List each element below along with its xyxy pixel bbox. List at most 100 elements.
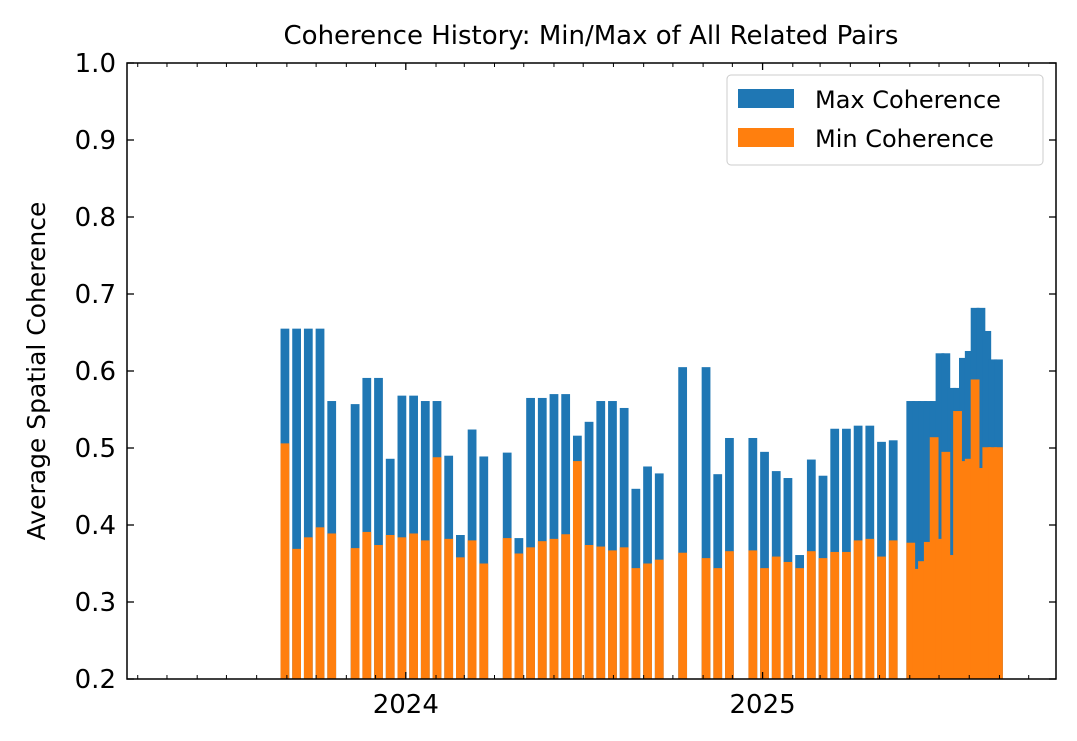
min-bar (842, 551, 851, 679)
min-bar (631, 568, 641, 679)
min-bar (988, 447, 998, 679)
min-bar (953, 411, 962, 679)
min-bar (713, 568, 723, 679)
min-bar (853, 540, 863, 679)
min-bar (947, 555, 957, 679)
max-bar (374, 377, 383, 679)
max-bar (619, 407, 629, 679)
min-bar (877, 556, 886, 679)
min-bar (572, 461, 582, 679)
min-bar (941, 451, 951, 679)
min-bar (771, 556, 781, 679)
max-bar (912, 401, 921, 679)
min-bar (964, 458, 974, 679)
y-tick-label: 0.4 (75, 511, 116, 541)
min-bar (865, 538, 875, 679)
legend: Max Coherence Min Coherence (726, 74, 1044, 166)
min-bar (935, 538, 945, 679)
y-tick-label: 0.9 (75, 126, 116, 156)
min-bar (982, 447, 992, 679)
min-bar (806, 551, 816, 679)
min-bar (432, 457, 442, 679)
min-bar (608, 550, 617, 679)
y-tick-label: 1.0 (75, 49, 116, 79)
max-bar (918, 401, 927, 679)
max-bar (701, 367, 711, 679)
min-bar (397, 537, 407, 679)
min-bar (374, 545, 383, 679)
y-tick-label: 0.6 (75, 357, 116, 387)
legend-swatch (738, 89, 794, 108)
y-axis-label: Average Spatial Coherence (22, 202, 51, 541)
min-bar (888, 540, 898, 679)
min-bar (456, 557, 465, 679)
min-bar (420, 540, 430, 679)
min-bar (725, 551, 734, 679)
max-bar (315, 328, 325, 679)
min-bar (409, 533, 418, 679)
x-tick-label: 2024 (373, 690, 439, 720)
min-bar (514, 553, 524, 679)
legend-swatch (738, 128, 794, 147)
min-bar (385, 535, 395, 679)
max-bar (760, 451, 769, 679)
max-bar (350, 404, 360, 679)
min-bar (912, 568, 921, 679)
min-bar (526, 547, 535, 679)
max-bar (420, 401, 430, 679)
min-bar (619, 547, 629, 679)
max-bar (362, 377, 372, 679)
min-bar (701, 558, 711, 679)
legend-label: Max Coherence (815, 86, 1001, 114)
min-bar (929, 437, 939, 679)
max-bar (292, 328, 302, 679)
x-tick-label: 2025 (729, 690, 795, 720)
legend-box (726, 74, 1044, 166)
y-tick-label: 0.5 (75, 434, 116, 464)
max-bar (549, 394, 559, 679)
max-bar (608, 401, 617, 679)
max-bar (303, 328, 313, 679)
min-bars (280, 379, 1003, 679)
min-bar (818, 558, 828, 679)
min-bar (918, 561, 927, 679)
min-bar (584, 545, 594, 679)
max-bar (678, 367, 688, 679)
min-bar (830, 551, 840, 679)
chart-title: Coherence History: Min/Max of All Relate… (284, 21, 899, 51)
min-bar (467, 540, 477, 679)
min-bar (315, 527, 325, 679)
min-bar (292, 548, 302, 679)
max-bar (906, 401, 916, 679)
y-tick-label: 0.3 (75, 588, 116, 618)
min-bar (976, 468, 986, 679)
min-bar (678, 552, 688, 679)
max-bar (526, 397, 535, 679)
min-bar (923, 541, 933, 679)
min-bar (643, 563, 652, 679)
min-bar (959, 461, 968, 679)
min-bar (327, 533, 337, 679)
y-tick-label: 0.8 (75, 203, 116, 233)
min-bar (350, 548, 360, 679)
min-bar (537, 541, 547, 679)
min-bar (561, 534, 571, 679)
y-tick-label: 0.7 (75, 280, 116, 310)
min-bar (303, 537, 313, 679)
min-bar (280, 443, 290, 679)
y-tick-label: 0.2 (75, 665, 116, 695)
min-bar (444, 538, 454, 679)
max-bar (923, 401, 933, 679)
min-bar (362, 531, 372, 679)
legend-label: Min Coherence (815, 125, 994, 153)
min-bar (970, 379, 980, 679)
min-bar (906, 542, 916, 679)
max-bar (947, 387, 957, 679)
min-bar (549, 538, 559, 679)
max-bar (537, 397, 547, 679)
min-bar (795, 568, 805, 679)
min-bar (479, 563, 489, 679)
min-bar (748, 550, 758, 679)
axes: 0.2 0.3 0.4 0.5 0.6 0.7 0.8 0.9 1.0 2024 2025 (75, 49, 1057, 720)
